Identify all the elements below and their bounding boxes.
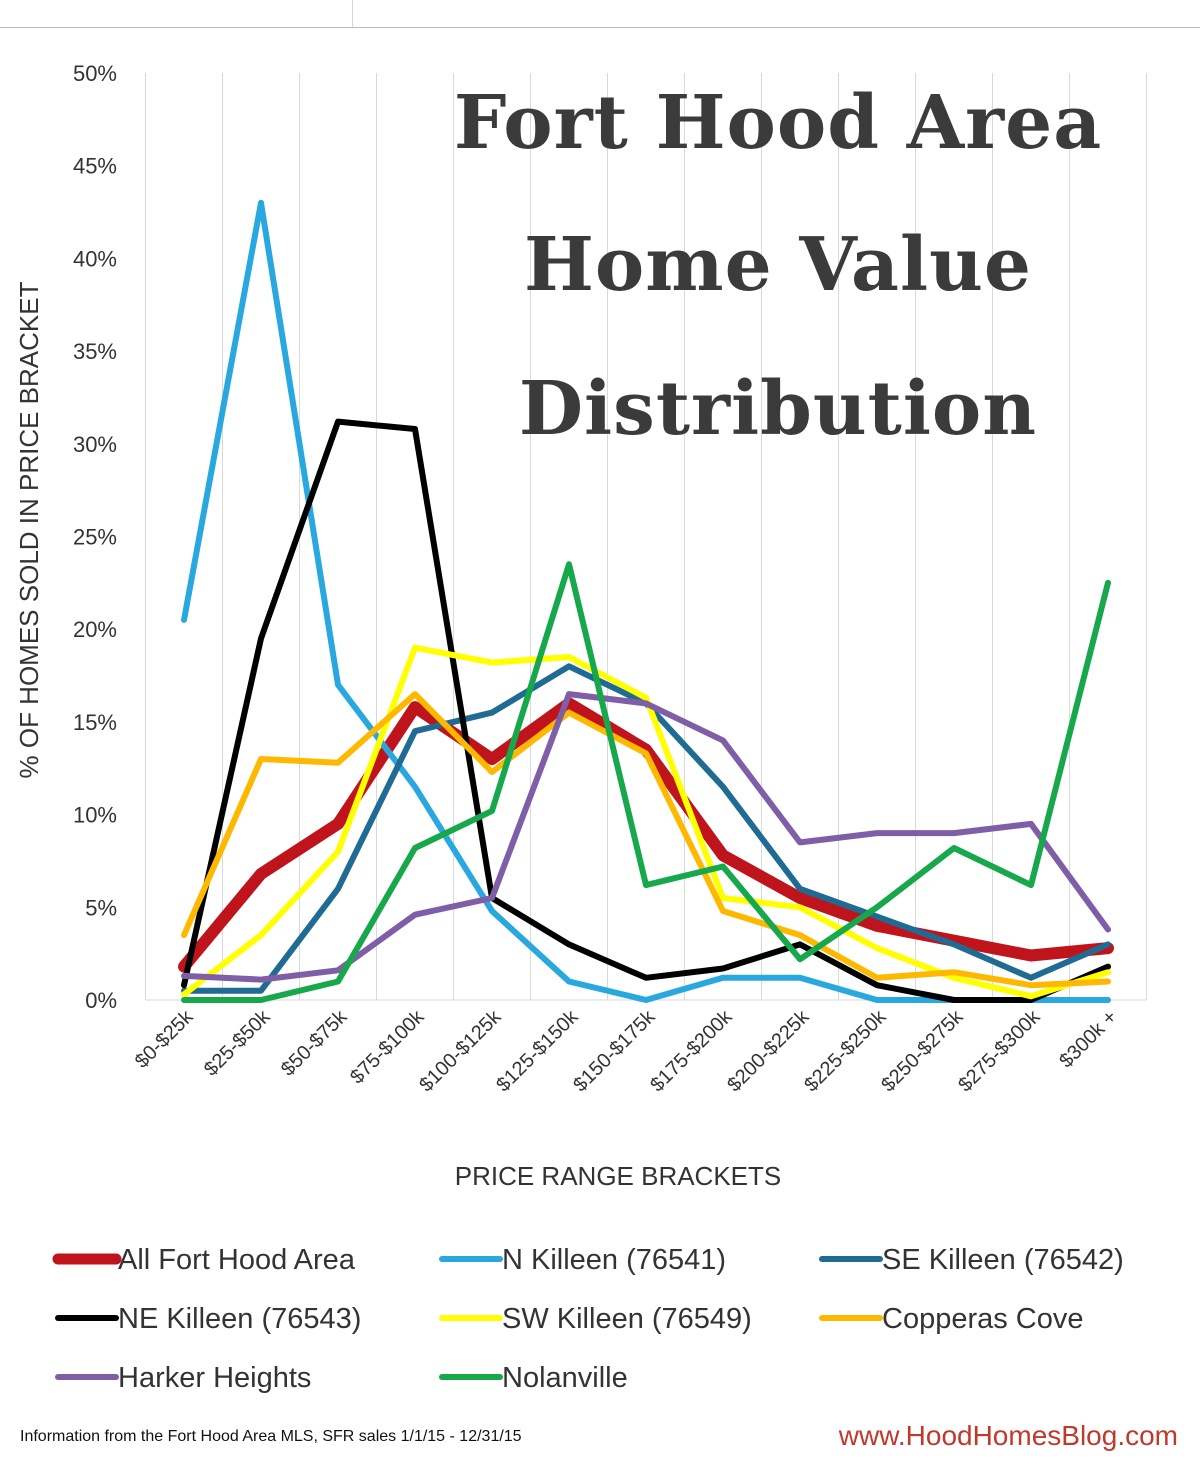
y-tick-label: 15% [73, 710, 117, 735]
series-line-all-fort-hood-area [178, 697, 1114, 973]
x-tick-label: $0-$25k [131, 1005, 198, 1072]
legend-label: SW Killeen (76549) [502, 1303, 752, 1335]
legend-label: N Killeen (76541) [502, 1244, 726, 1276]
legend-label: SE Killeen (76542) [882, 1244, 1124, 1276]
x-axis-ticks: $0-$25k $25-$50k $50-$75k$75-$100k$100-$12… [131, 1005, 1122, 1096]
legend-label: Harker Heights [118, 1362, 311, 1394]
x-axis-label: PRICE RANGE BRACKETS [455, 1161, 782, 1191]
x-tick-label: $275-$300k [954, 1005, 1045, 1096]
y-axis-label: % OF HOMES SOLD IN PRICE BRACKET [14, 281, 44, 778]
y-tick-label: 30% [73, 432, 117, 457]
y-tick-label: 25% [73, 525, 117, 550]
y-tick-label: 35% [73, 339, 117, 364]
top-border-line [0, 27, 1200, 28]
x-tick-label: $75-$100k [346, 1005, 429, 1088]
y-tick-label: 10% [73, 803, 117, 828]
y-tick-label: 40% [73, 246, 117, 271]
legend: All Fort Hood Area N Killeen (76541) SE Ki… [52, 1244, 1124, 1394]
title-line-1: Fort Hood Area [454, 80, 1102, 166]
y-tick-label: 20% [73, 617, 117, 642]
x-tick-label: $250-$275k [877, 1005, 968, 1096]
x-tick-label: $200-$225k [723, 1005, 814, 1096]
title-line-3: Distribution [519, 366, 1037, 452]
y-tick-label: 0% [85, 988, 117, 1013]
legend-label: Copperas Cove [882, 1303, 1084, 1335]
legend-item: Harker Heights [55, 1362, 311, 1394]
legend-label: All Fort Hood Area [118, 1244, 356, 1276]
x-tick-label: $100-$125k [415, 1005, 506, 1096]
title-line-2: Home Value [524, 222, 1032, 308]
y-axis-ticks: 0% 5% 10% 15% 20% 25% 30% 35% 40% 45% 50% [73, 61, 117, 1013]
series-lines [178, 199, 1114, 1003]
source-note: Information from the Fort Hood Area MLS,… [20, 1428, 522, 1445]
website-link[interactable]: www.HoodHomesBlog.com [838, 1420, 1178, 1451]
y-tick-label: 5% [85, 895, 117, 920]
x-tick-label: $175-$200k [646, 1005, 737, 1096]
legend-item: All Fort Hood Area [52, 1244, 356, 1276]
legend-label: NE Killeen (76543) [118, 1303, 361, 1335]
y-tick-label: 50% [73, 61, 117, 86]
legend-item: SW Killeen (76549) [439, 1303, 752, 1335]
x-tick-label: $225-$250k [800, 1005, 891, 1096]
legend-label: Nolanville [502, 1362, 628, 1394]
chart-title: Fort Hood Area Home Value Distribution [454, 80, 1102, 452]
legend-item: SE Killeen (76542) [819, 1244, 1124, 1276]
x-tick-label: $150-$175k [569, 1005, 660, 1096]
legend-item: Copperas Cove [819, 1303, 1084, 1335]
top-border-divider [352, 0, 353, 27]
x-tick-label: $300k + [1055, 1006, 1121, 1072]
legend-item: N Killeen (76541) [439, 1244, 726, 1276]
x-tick-label: $50-$75k [277, 1005, 352, 1080]
x-tick-label: $25-$50k [200, 1005, 275, 1080]
y-tick-label: 45% [73, 154, 117, 179]
legend-item: Nolanville [439, 1362, 628, 1394]
series-line-nolanville [181, 561, 1111, 1003]
legend-item: NE Killeen (76543) [55, 1303, 361, 1335]
x-tick-label: $125-$150k [492, 1005, 583, 1096]
